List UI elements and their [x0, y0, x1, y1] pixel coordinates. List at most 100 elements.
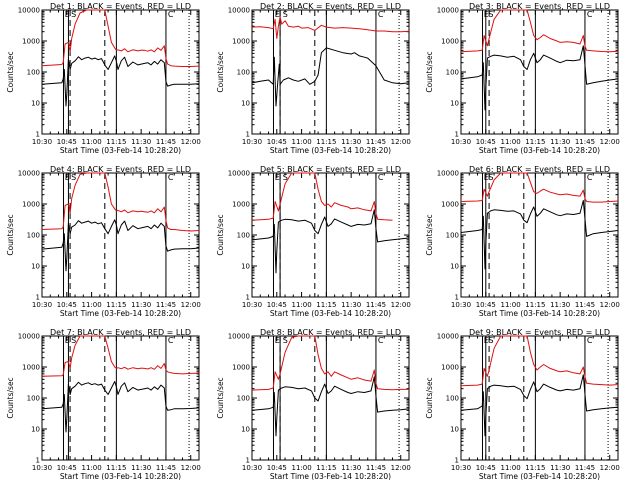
detector-panel-9: E S C 1 10 100 1000 10000 10:30 10:45 11:00 11:15 11… — [425, 328, 620, 480]
panel-title: Det 9: BLACK = Events, RED = LLD — [469, 328, 610, 337]
x-tick-label: 10:45 — [267, 301, 287, 309]
x-tick-label: 10:30 — [32, 138, 52, 146]
x-tick-label: 11:00 — [500, 464, 520, 472]
events-series-line — [251, 376, 410, 437]
y-tick-label: 100 — [237, 395, 250, 403]
y-tick-label: 1000 — [441, 38, 459, 46]
y-tick-label: 1 — [36, 457, 40, 465]
events-series-line — [251, 209, 410, 274]
y-tick-label: 10 — [31, 263, 40, 271]
x-tick-label: 10:45 — [57, 464, 77, 472]
lld-series-line — [251, 16, 410, 39]
panel-title: Det 3: BLACK = Events, RED = LLD — [469, 2, 610, 11]
x-tick-label: 11:15 — [525, 464, 545, 472]
x-tick-label: 10:45 — [57, 138, 77, 146]
x-tick-label: 10:45 — [267, 138, 287, 146]
x-tick-label: 11:45 — [366, 138, 386, 146]
y-axis-label: Counts/sec — [216, 214, 225, 255]
detector-panel-7: E S C 1 10 100 1000 10000 10:30 10:45 11:00 11:15 11… — [6, 328, 201, 480]
x-tick-label: 12:00 — [600, 138, 620, 146]
x-tick-label: 12:00 — [181, 464, 201, 472]
flag-label: E — [484, 336, 489, 345]
x-tick-label: 11:00 — [291, 301, 311, 309]
x-tick-label: 11:15 — [316, 464, 336, 472]
x-tick-label: 11:45 — [156, 301, 176, 309]
x-tick-label: 10:30 — [32, 301, 52, 309]
panel-title: Det 1: BLACK = Events, RED = LLD — [50, 2, 191, 11]
y-tick-label: 1000 — [22, 201, 40, 209]
flag-label: E — [275, 336, 280, 345]
y-tick-label: 1000 — [441, 364, 459, 372]
x-tick-label: 10:30 — [451, 464, 471, 472]
x-tick-label: 11:00 — [291, 464, 311, 472]
plot-frame — [251, 335, 410, 461]
y-tick-label: 1 — [455, 131, 459, 139]
panel-title: Det 4: BLACK = Events, RED = LLD — [50, 165, 191, 174]
flag-label: C — [587, 336, 593, 345]
y-tick-label: 100 — [237, 69, 250, 77]
x-tick-label: 11:15 — [106, 464, 126, 472]
y-tick-label: 10 — [31, 100, 40, 108]
x-tick-label: 12:00 — [600, 301, 620, 309]
x-tick-label: 11:15 — [525, 301, 545, 309]
flag-label: E — [65, 336, 70, 345]
x-tick-label: 10:30 — [242, 464, 262, 472]
x-tick-label: 11:45 — [575, 464, 595, 472]
y-tick-label: 10 — [450, 426, 459, 434]
flag-label: C — [168, 173, 174, 182]
detector-panel-8: E S C 1 10 100 1000 10000 10:30 10:45 11:00 11:15 11… — [216, 328, 411, 480]
x-tick-label: 12:00 — [391, 464, 411, 472]
y-tick-label: 10000 — [228, 333, 250, 341]
x-tick-label: 11:45 — [575, 301, 595, 309]
x-tick-label: 10:45 — [57, 301, 77, 309]
plot-frame — [251, 172, 410, 298]
flag-label: S — [71, 173, 76, 182]
y-tick-label: 10000 — [437, 7, 459, 15]
flag-label: E — [484, 173, 489, 182]
x-axis-label: Start Time (03-Feb-14 10:28:20) — [270, 146, 391, 155]
lld-series-line — [460, 9, 619, 53]
y-tick-label: 1 — [455, 294, 459, 302]
x-tick-label: 11:30 — [550, 138, 570, 146]
y-axis-label: Counts/sec — [6, 377, 15, 418]
x-tick-label: 11:15 — [316, 301, 336, 309]
y-tick-label: 10000 — [18, 333, 40, 341]
x-tick-label: 11:00 — [291, 138, 311, 146]
y-tick-label: 100 — [237, 232, 250, 240]
panel-title: Det 5: BLACK = Events, RED = LLD — [260, 165, 401, 174]
detector-panel-5: E S C 1 10 100 1000 10000 10:30 10:45 11:00 11:15 11… — [216, 165, 411, 318]
plot-frame — [41, 172, 200, 298]
panel-title: Det 7: BLACK = Events, RED = LLD — [50, 328, 191, 337]
events-series-line — [41, 219, 200, 272]
x-tick-label: 11:00 — [500, 138, 520, 146]
y-tick-label: 1 — [455, 457, 459, 465]
x-tick-label: 11:30 — [550, 464, 570, 472]
x-tick-label: 10:30 — [32, 464, 52, 472]
events-series-line — [460, 45, 619, 111]
y-tick-label: 100 — [446, 232, 459, 240]
flag-label: E — [275, 173, 280, 182]
y-tick-label: 1000 — [441, 201, 459, 209]
y-tick-label: 100 — [27, 232, 40, 240]
panel-title: Det 6: BLACK = Events, RED = LLD — [469, 165, 610, 174]
y-tick-label: 100 — [27, 395, 40, 403]
panel-title: Det 2: BLACK = Events, RED = LLD — [260, 2, 401, 11]
plot-frame — [41, 9, 200, 135]
detector-panel-6: E S C 1 10 100 1000 10000 10:30 10:45 11:00 11:15 11… — [425, 165, 620, 318]
x-axis-label: Start Time (03-Feb-14 10:28:20) — [479, 309, 600, 318]
y-axis-label: Counts/sec — [6, 51, 15, 92]
y-tick-label: 1000 — [232, 364, 250, 372]
x-tick-label: 11:00 — [81, 138, 101, 146]
x-axis-label: Start Time (03-Feb-14 10:28:20) — [479, 472, 600, 480]
x-tick-label: 10:45 — [476, 301, 496, 309]
x-axis-label: Start Time (03-Feb-14 10:28:20) — [60, 309, 181, 318]
flag-label: S — [283, 10, 288, 19]
lld-series-line — [41, 9, 200, 67]
x-tick-label: 11:30 — [131, 464, 151, 472]
x-tick-label: 11:30 — [550, 301, 570, 309]
y-tick-label: 1000 — [232, 201, 250, 209]
flag-label: S — [488, 10, 493, 19]
x-tick-label: 11:00 — [81, 464, 101, 472]
x-tick-label: 10:30 — [451, 138, 471, 146]
